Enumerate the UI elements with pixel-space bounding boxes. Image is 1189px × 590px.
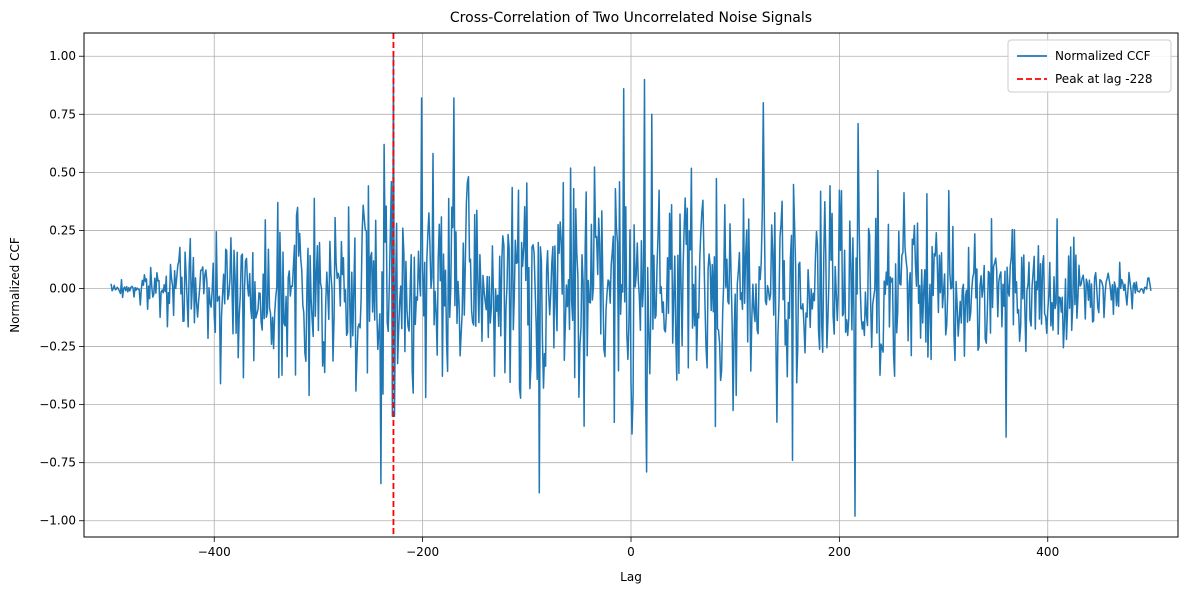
- axis-ticks: −400 −200 0 200 400 −1.00 −0.75 −0.50 −0.25 0.00 0…: [39, 49, 1059, 559]
- y-tick-label: 0.75: [49, 107, 76, 121]
- legend: Normalized CCF Peak at lag -228: [1007, 39, 1172, 93]
- y-tick-label: 1.00: [49, 49, 76, 63]
- x-axis-label: Lag: [620, 570, 642, 584]
- x-tick-label: 400: [1036, 545, 1059, 559]
- x-tick-label: 200: [828, 545, 851, 559]
- legend-label-ccf: Normalized CCF: [1055, 49, 1151, 63]
- y-tick-label: 0.00: [49, 281, 76, 295]
- y-tick-label: −0.50: [39, 398, 76, 412]
- chart-title: Cross-Correlation of Two Uncorrelated No…: [450, 10, 812, 26]
- plot-data: [110, 33, 1152, 537]
- ccf-series-line: [110, 55, 1152, 517]
- y-tick-label: 0.50: [49, 165, 76, 179]
- y-tick-label: −0.75: [39, 456, 76, 470]
- y-tick-label: 0.25: [49, 223, 76, 237]
- x-tick-label: −400: [198, 545, 231, 559]
- legend-box: [1007, 39, 1172, 93]
- x-tick-label: −200: [406, 545, 439, 559]
- x-tick-label: 0: [627, 545, 635, 559]
- legend-label-peak: Peak at lag -228: [1055, 72, 1153, 86]
- y-axis-label: Normalized CCF: [8, 237, 22, 333]
- y-tick-label: −0.25: [39, 340, 76, 354]
- y-tick-label: −1.00: [39, 514, 76, 528]
